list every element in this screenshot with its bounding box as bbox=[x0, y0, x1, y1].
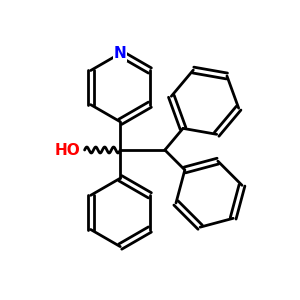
Text: N: N bbox=[114, 46, 127, 61]
Text: HO: HO bbox=[54, 142, 80, 158]
